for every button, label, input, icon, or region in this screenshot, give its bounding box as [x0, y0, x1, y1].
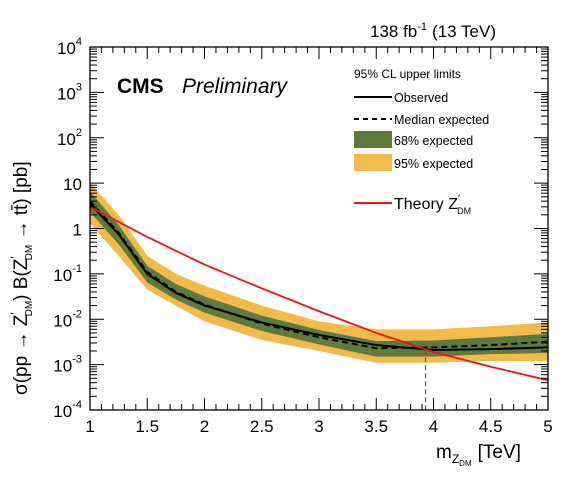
x-tick-label: 3	[314, 417, 323, 436]
y-tick-label: 104	[57, 36, 82, 58]
x-tick-label: 2.5	[250, 417, 274, 436]
y-tick-base: 10	[53, 311, 72, 330]
y-tick-exponent: -2	[72, 308, 82, 320]
plot-content	[90, 183, 548, 410]
x-tick-label: 1	[85, 417, 94, 436]
theory-line	[90, 206, 548, 382]
y-tick-label: 10-2	[53, 308, 82, 330]
y-tick-label: 103	[57, 81, 82, 103]
y-axis-title-dm1: DM	[24, 301, 35, 317]
band-68-expected	[90, 191, 548, 357]
plot-area: 1 1.5 2 2.5 3 3.5 4 4.5 510-410-310-210-11101021…	[53, 36, 552, 436]
y-tick-exponent: -1	[72, 263, 82, 275]
y-tick-base: 10	[53, 266, 72, 285]
x-tick-label: 5	[543, 417, 552, 436]
y-tick-label: 10	[63, 175, 82, 194]
y-tick-exponent: 3	[76, 81, 82, 93]
x-axis-title-unit: [TeV]	[478, 442, 521, 463]
legend-band68-label: 68% expected	[394, 134, 473, 148]
legend-theory-sub: DM	[457, 206, 471, 216]
band-95-expected	[90, 183, 548, 363]
legend-median-label: Median expected	[394, 113, 489, 127]
y-tick-label: 10-4	[53, 399, 82, 421]
luminosity-value: 138 fb	[370, 22, 417, 41]
legend-theory-prime: ′	[458, 193, 460, 205]
y-tick-base: 10	[57, 84, 76, 103]
legend-theory-main: Theory Z	[394, 196, 458, 213]
x-axis-title-sub: Z	[452, 452, 459, 466]
y-tick-base: 10	[53, 357, 72, 376]
y-axis-title-end: → tt̄) [pb]	[11, 161, 32, 244]
legend-theory-label: Theory Z′ DM	[394, 193, 471, 216]
y-tick-label: 10-3	[53, 354, 82, 376]
legend-band95-swatch	[354, 154, 392, 171]
y-tick-label: 102	[57, 127, 82, 149]
y-axis-title-prime2: ′	[8, 256, 22, 259]
y-tick-base: 10	[57, 130, 76, 149]
y-axis-title-mid: ) B(Z	[11, 258, 32, 301]
preliminary-label: Preliminary	[182, 75, 289, 98]
observed-line	[90, 203, 548, 352]
y-tick-base: 10	[53, 402, 72, 421]
y-tick-label: 10-1	[53, 263, 82, 285]
energy-label: (13 TeV)	[432, 22, 496, 41]
y-tick-base: 10	[57, 39, 76, 58]
y-tick-exponent: 4	[76, 36, 82, 48]
x-tick-label: 4	[429, 417, 438, 436]
legend-band95-label: 95% expected	[394, 157, 473, 171]
legend-band68-swatch	[354, 131, 392, 148]
luminosity-label: 138 fb-1 (13 TeV)	[370, 21, 496, 41]
x-tick-label: 4.5	[479, 417, 503, 436]
y-axis-title: σ(pp → Z′ DM) B(Z′ DM → tt̄) [pb]	[8, 161, 35, 395]
y-axis-title-sigma: σ(pp → Z	[11, 314, 32, 395]
x-tick-label: 3.5	[364, 417, 388, 436]
y-tick-exponent: -3	[72, 354, 82, 366]
legend-observed-label: Observed	[394, 91, 448, 105]
y-axis-title-prime1: ′	[8, 312, 22, 315]
x-axis-title-subsub: DM	[459, 459, 472, 468]
x-tick-label: 2	[200, 417, 209, 436]
y-tick-exponent: 2	[76, 127, 82, 139]
x-axis-title: mZDM [TeV]	[436, 442, 521, 468]
legend: 95% CL upper limits Observed Median expe…	[354, 67, 489, 216]
y-tick-exponent: -4	[72, 399, 82, 411]
cms-label: CMS	[117, 75, 164, 98]
y-axis-title-dm2: DM	[24, 245, 35, 261]
legend-header: 95% CL upper limits	[354, 67, 461, 81]
x-tick-label: 1.5	[135, 417, 159, 436]
luminosity-exponent: -1	[417, 21, 427, 33]
y-tick-label: 1	[73, 221, 82, 240]
x-axis-title-main: m	[436, 442, 452, 463]
